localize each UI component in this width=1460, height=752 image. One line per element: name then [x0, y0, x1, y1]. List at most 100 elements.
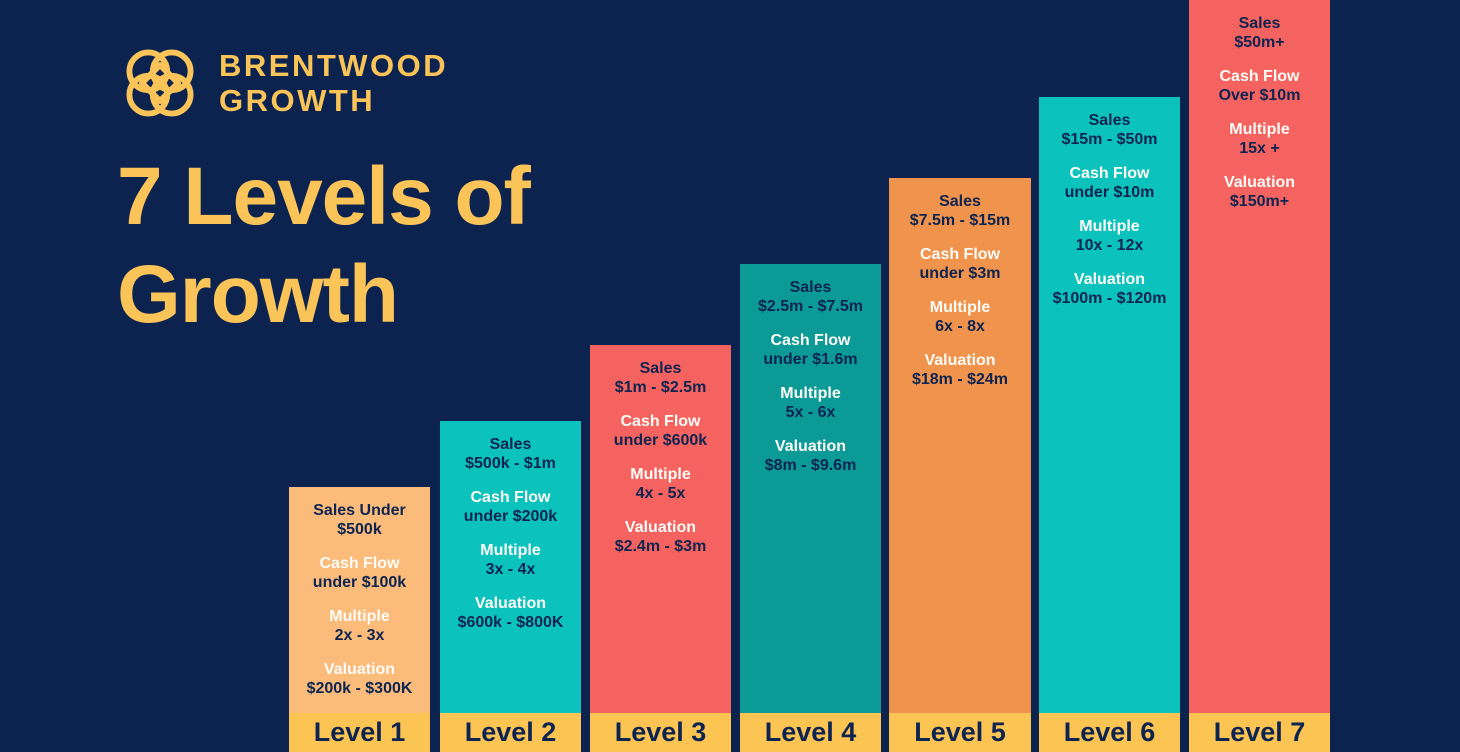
- multiple-label: Multiple: [929, 299, 991, 316]
- multiple-stat: Multiple 2x - 3x: [329, 608, 389, 645]
- level-7-badge: Level 7: [1189, 713, 1330, 752]
- page-title-line1: 7 Levels of: [117, 151, 531, 242]
- sales-stat: Sales $7.5m - $15m: [910, 193, 1011, 230]
- multiple-label: Multiple: [780, 385, 841, 402]
- cash-flow-label: Cash Flow: [470, 489, 551, 506]
- sales-stat: Sales $500k - $1m: [465, 436, 556, 473]
- sales-value: $500k: [337, 520, 382, 538]
- level-7-bar: Sales $50m+ Cash Flow Over $10m Multiple…: [1189, 0, 1330, 752]
- cash-flow-stat: Cash Flow under $1.6m: [763, 332, 857, 369]
- multiple-value: 2x - 3x: [334, 626, 385, 644]
- sales-label: Sales: [939, 193, 981, 210]
- level-2-bar: Sales $500k - $1m Cash Flow under $200k …: [440, 421, 581, 752]
- cash-flow-stat: Cash Flow Over $10m: [1219, 68, 1301, 105]
- level-4-stats: Sales $2.5m - $7.5m Cash Flow under $1.6…: [740, 264, 881, 713]
- valuation-value: $100m - $120m: [1052, 289, 1167, 307]
- multiple-stat: Multiple 3x - 4x: [480, 542, 540, 579]
- valuation-value: $200k - $300K: [306, 679, 413, 697]
- valuation-value: $600k - $800K: [457, 613, 564, 631]
- level-2-stats: Sales $500k - $1m Cash Flow under $200k …: [440, 421, 581, 713]
- cash-flow-label: Cash Flow: [770, 332, 851, 349]
- multiple-value: 15x +: [1239, 139, 1280, 157]
- multiple-stat: Multiple 15x +: [1229, 121, 1289, 158]
- sales-label: Sales Under: [313, 502, 406, 519]
- valuation-value: $8m - $9.6m: [764, 456, 857, 474]
- sales-value: $2.5m - $7.5m: [758, 297, 863, 315]
- level-2-name: Level 2: [464, 717, 557, 747]
- valuation-stat: Valuation $200k - $300K: [307, 661, 413, 698]
- sales-label: Sales: [1238, 15, 1281, 32]
- sales-stat: Sales $1m - $2.5m: [615, 360, 707, 397]
- sales-value: $50m+: [1234, 33, 1285, 51]
- cash-flow-value: under $600k: [613, 431, 708, 449]
- sales-label: Sales: [789, 279, 832, 296]
- sales-label: Sales: [489, 436, 532, 453]
- cash-flow-value: under $10m: [1064, 183, 1155, 201]
- level-2-badge: Level 2: [440, 713, 581, 752]
- multiple-stat: Multiple 6x - 8x: [930, 299, 990, 336]
- cash-flow-label: Cash Flow: [319, 555, 400, 572]
- brand-name-line2: GROWTH: [219, 83, 376, 118]
- cash-flow-value: under $100k: [312, 573, 407, 591]
- level-7-stats: Sales $50m+ Cash Flow Over $10m Multiple…: [1189, 0, 1330, 713]
- valuation-value: $18m - $24m: [911, 370, 1009, 388]
- level-4-bar: Sales $2.5m - $7.5m Cash Flow under $1.6…: [740, 264, 881, 752]
- level-5-badge: Level 5: [889, 713, 1031, 752]
- level-6-badge: Level 6: [1039, 713, 1180, 752]
- multiple-label: Multiple: [480, 542, 541, 559]
- multiple-value: 5x - 6x: [785, 403, 836, 421]
- sales-stat: Sales Under $500k: [313, 502, 405, 539]
- multiple-stat: Multiple 10x - 12x: [1076, 218, 1144, 255]
- multiple-stat: Multiple 5x - 6x: [780, 385, 840, 422]
- level-5-name: Level 5: [914, 717, 1006, 747]
- multiple-value: 10x - 12x: [1075, 236, 1144, 254]
- valuation-label: Valuation: [624, 519, 697, 536]
- cash-flow-label: Cash Flow: [620, 413, 701, 430]
- valuation-stat: Valuation $600k - $800K: [458, 595, 564, 632]
- sales-label: Sales: [1088, 112, 1131, 129]
- level-5-bar: Sales $7.5m - $15m Cash Flow under $3m M…: [889, 178, 1031, 752]
- level-1-name: Level 1: [313, 717, 406, 747]
- multiple-value: 4x - 5x: [635, 484, 686, 502]
- valuation-stat: Valuation $18m - $24m: [912, 352, 1008, 389]
- valuation-stat: Valuation $100m - $120m: [1053, 271, 1167, 308]
- cash-flow-label: Cash Flow: [1219, 68, 1300, 85]
- level-1-stats: Sales Under $500k Cash Flow under $100k …: [289, 487, 430, 713]
- multiple-stat: Multiple 4x - 5x: [630, 466, 690, 503]
- cash-flow-value: under $3m: [919, 264, 1001, 282]
- sales-value: $1m - $2.5m: [614, 378, 707, 396]
- level-5-stats: Sales $7.5m - $15m Cash Flow under $3m M…: [889, 178, 1031, 713]
- level-6-stats: Sales $15m - $50m Cash Flow under $10m M…: [1039, 97, 1180, 713]
- sales-value: $15m - $50m: [1061, 130, 1158, 148]
- sales-stat: Sales $50m+: [1234, 15, 1284, 52]
- cash-flow-stat: Cash Flow under $3m: [920, 246, 1001, 283]
- multiple-value: 3x - 4x: [485, 560, 536, 578]
- sales-stat: Sales $2.5m - $7.5m: [758, 279, 863, 316]
- multiple-value: 6x - 8x: [935, 317, 985, 335]
- valuation-label: Valuation: [924, 352, 996, 369]
- valuation-stat: Valuation $150m+: [1224, 174, 1295, 211]
- sales-value: $7.5m - $15m: [909, 211, 1011, 229]
- multiple-label: Multiple: [1229, 121, 1290, 138]
- page-title-line2: Growth: [117, 249, 399, 340]
- level-1-bar: Sales Under $500k Cash Flow under $100k …: [289, 487, 430, 752]
- cash-flow-stat: Cash Flow under $10m: [1065, 165, 1155, 202]
- level-6-bar: Sales $15m - $50m Cash Flow under $10m M…: [1039, 97, 1180, 752]
- cash-flow-value: under $1.6m: [763, 350, 858, 368]
- brand-name: BRENTWOOD GROWTH: [219, 48, 448, 118]
- cash-flow-label: Cash Flow: [919, 246, 1000, 263]
- valuation-stat: Valuation $2.4m - $3m: [615, 519, 707, 556]
- level-1-badge: Level 1: [289, 713, 430, 752]
- level-4-badge: Level 4: [740, 713, 881, 752]
- level-6-name: Level 6: [1063, 717, 1156, 747]
- cash-flow-stat: Cash Flow under $100k: [313, 555, 406, 592]
- sales-label: Sales: [639, 360, 682, 377]
- cash-flow-stat: Cash Flow under $200k: [464, 489, 557, 526]
- valuation-label: Valuation: [1073, 271, 1146, 288]
- brand: BRENTWOOD GROWTH: [115, 38, 448, 128]
- level-4-name: Level 4: [764, 717, 857, 747]
- valuation-value: $150m+: [1229, 192, 1290, 210]
- valuation-stat: Valuation $8m - $9.6m: [765, 438, 857, 475]
- level-3-bar: Sales $1m - $2.5m Cash Flow under $600k …: [590, 345, 731, 752]
